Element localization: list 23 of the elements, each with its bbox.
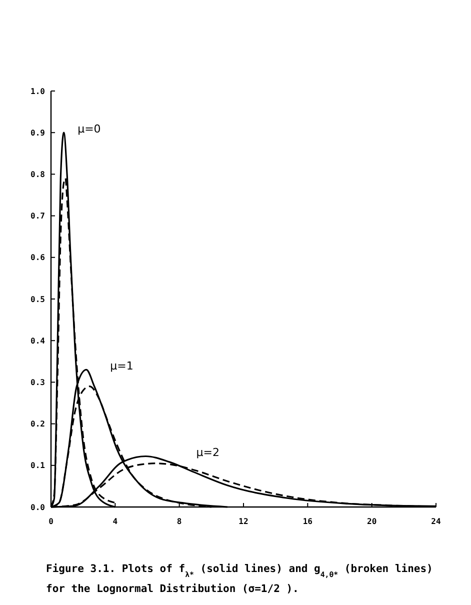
y-tick-label: 0.5 xyxy=(30,294,46,304)
x-tick-label: 24 xyxy=(431,517,441,526)
y-tick-label: 0.1 xyxy=(30,461,46,470)
y-tick-label: 1.0 xyxy=(30,86,46,96)
y-tick-label: 0.7 xyxy=(30,212,46,221)
x-tick-label: 12 xyxy=(238,517,248,526)
y-tick-label: 0.3 xyxy=(30,378,46,387)
y-tick-label: 0.4 xyxy=(30,336,46,346)
x-tick-label: 8 xyxy=(176,517,182,526)
x-tick-label: 20 xyxy=(367,517,377,526)
x-tick-label: 0 xyxy=(48,517,54,526)
caption: Figure 3.1. Plots of f$_{λ*}$ (solid lines) and g$_{4,θ*}$ (broken lines) xyxy=(46,563,433,578)
y-tick-label: 0.6 xyxy=(30,253,46,262)
annotation: μ=2 xyxy=(196,446,220,460)
x-tick-label: 4 xyxy=(112,517,118,526)
y-tick-label: 0.8 xyxy=(30,170,46,179)
y-tick-label: 0.0 xyxy=(30,502,46,512)
annotation: μ=0 xyxy=(78,122,101,136)
y-tick-label: 0.2 xyxy=(30,420,46,429)
annotation: μ=1 xyxy=(110,360,134,373)
x-tick-label: 16 xyxy=(302,517,313,526)
text: for the Lognormal Distribution (σ=1/2 ). xyxy=(46,583,299,595)
y-tick-label: 0.9 xyxy=(30,128,46,138)
